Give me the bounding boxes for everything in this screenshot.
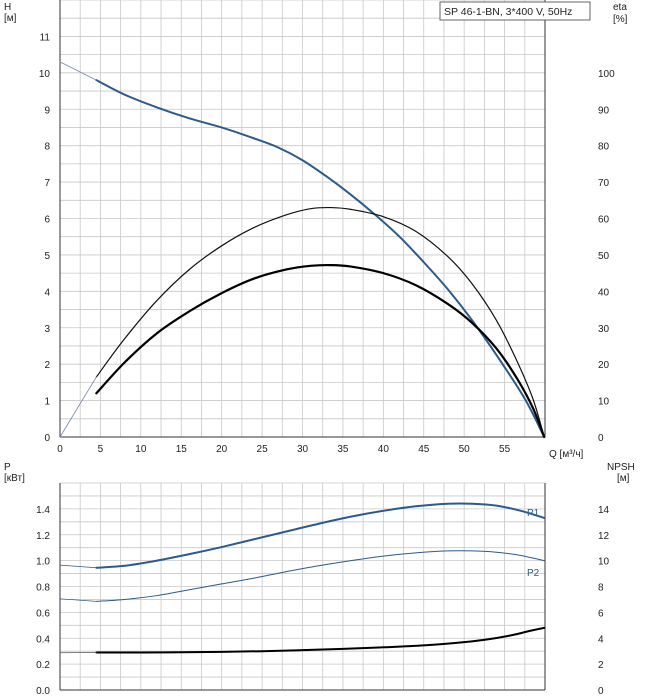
upper-right-tick-label: 40	[598, 287, 610, 298]
upper-right-tick-label: 60	[598, 215, 610, 226]
x-tick-label: 5	[98, 444, 104, 455]
upper-right-tick-label: 30	[598, 324, 610, 335]
upper-right-tick-label: 100	[598, 69, 615, 80]
lower-left-axis-label: P	[4, 462, 11, 473]
lower-left-tick-label: 0.6	[36, 608, 50, 619]
lower-series-line-2	[59, 564, 97, 569]
lower-series-line-1	[95, 550, 545, 602]
x-tick-label: 45	[418, 444, 430, 455]
lower-right-axis-unit: [м]	[617, 473, 630, 484]
lower-left-tick-label: 0.8	[36, 583, 50, 594]
x-tick-label: 35	[337, 444, 349, 455]
lower-right-tick-label: 14	[598, 505, 610, 516]
upper-left-tick-label: 6	[44, 215, 50, 226]
x-axis-label: Q [м³/ч]	[549, 449, 584, 460]
lower-series-line-0	[95, 502, 546, 569]
lower-series-line-3	[59, 598, 97, 602]
lower-tick-labels: 0.0 0.2 0.4 0.6 0.8 1.0 1.2 1.4 0 2 4 6 8 10 12 14	[36, 505, 609, 697]
upper-tick-labels: 0 5 10 15 20 25 30 35 40 45 50 55012345678910110102…	[39, 32, 615, 455]
upper-left-tick-label: 11	[40, 32, 51, 43]
upper-left-tick-label: 9	[44, 105, 50, 116]
upper-left-axis-label: H	[4, 2, 11, 13]
upper-right-tick-label: 10	[598, 397, 610, 408]
lower-right-tick-label: 4	[598, 634, 604, 645]
series-label-p2: P2	[527, 568, 540, 579]
lower-right-axis-label: NPSH	[607, 462, 635, 473]
x-tick-label: 50	[459, 444, 471, 455]
upper-series-line-4	[59, 376, 97, 438]
upper-left-tick-label: 10	[39, 69, 51, 80]
upper-left-tick-label: 8	[44, 142, 50, 153]
lower-left-tick-label: 1.2	[36, 531, 50, 542]
upper-right-tick-label: 80	[598, 142, 610, 153]
series-label-p1: P1	[527, 508, 540, 519]
x-tick-label: 20	[216, 444, 228, 455]
lower-left-tick-label: 1.4	[36, 505, 50, 516]
upper-right-axis-unit: [%]	[613, 14, 628, 25]
upper-right-tick-label: 70	[598, 178, 610, 189]
x-tick-label: 0	[57, 444, 63, 455]
x-tick-label: 15	[176, 444, 188, 455]
upper-left-tick-label: 0	[44, 433, 50, 444]
upper-right-tick-label: 0	[598, 433, 604, 444]
upper-series	[59, 61, 546, 439]
lower-left-axis-unit: [кВт]	[4, 473, 25, 484]
lower-right-tick-label: 8	[598, 583, 604, 594]
legend-box	[439, 1, 591, 21]
x-tick-label: 55	[499, 444, 511, 455]
upper-left-tick-label: 4	[44, 287, 50, 298]
upper-left-tick-label: 5	[44, 251, 50, 262]
lower-right-tick-label: 0	[598, 686, 604, 697]
x-tick-label: 10	[135, 444, 147, 455]
x-tick-label: 40	[378, 444, 390, 455]
upper-left-tick-label: 7	[44, 178, 50, 189]
upper-series-line-2	[95, 206, 545, 438]
upper-left-tick-label: 1	[44, 397, 50, 408]
upper-right-tick-label: 90	[598, 105, 610, 116]
x-tick-label: 25	[257, 444, 269, 455]
lower-right-tick-label: 2	[598, 660, 604, 671]
upper-left-axis-unit: [м]	[4, 13, 17, 24]
upper-left-tick-label: 2	[44, 360, 50, 371]
lower-right-tick-label: 10	[598, 557, 610, 568]
upper-grid	[59, 0, 546, 438]
lower-grid	[59, 482, 546, 691]
lower-right-tick-label: 6	[598, 608, 604, 619]
upper-series-line-0	[95, 79, 546, 438]
lower-left-tick-label: 1.0	[36, 557, 50, 568]
upper-right-tick-label: 50	[598, 251, 610, 262]
lower-series	[59, 502, 546, 654]
lower-right-tick-label: 12	[598, 531, 610, 542]
lower-left-tick-label: 0.0	[36, 686, 50, 697]
lower-left-tick-label: 0.2	[36, 660, 50, 671]
upper-left-tick-label: 3	[44, 324, 50, 335]
upper-series-line-1	[59, 61, 97, 81]
legend-box-label: SP 46-1-BN, 3*400 V, 50Hz	[444, 6, 572, 18]
upper-series-line-3	[95, 263, 546, 439]
upper-right-axis-label: eta	[613, 2, 627, 13]
x-tick-label: 30	[297, 444, 309, 455]
lower-series-line-4	[95, 626, 546, 654]
upper-right-tick-label: 20	[598, 360, 610, 371]
lower-left-tick-label: 0.4	[36, 634, 50, 645]
